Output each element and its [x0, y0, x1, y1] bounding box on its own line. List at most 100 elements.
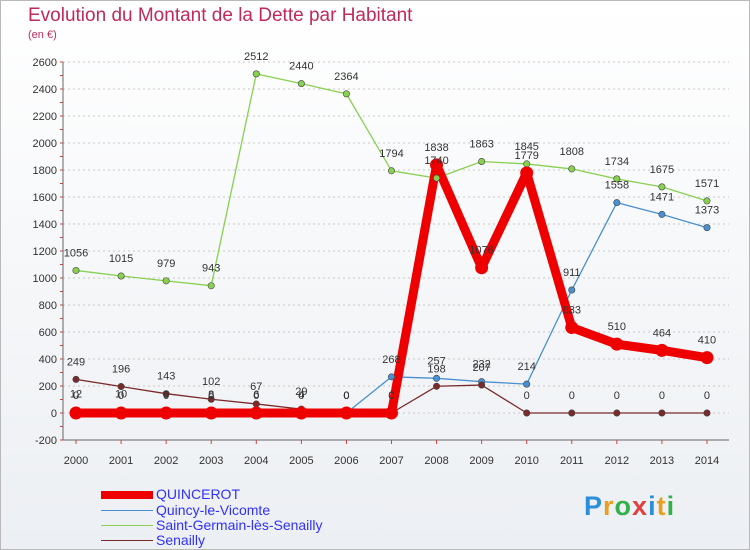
data-point: [613, 175, 621, 183]
x-tick-label: 2011: [560, 455, 584, 467]
y-tick-label: 0: [51, 408, 57, 420]
data-label: 2440: [289, 61, 313, 73]
data-point: [384, 406, 398, 420]
data-point: [568, 409, 576, 417]
data-label: 12: [70, 388, 82, 400]
data-label: 1571: [695, 178, 719, 190]
legend-label-senailly: Senailly: [156, 532, 206, 548]
data-label: 1675: [650, 164, 674, 176]
data-label: 410: [698, 335, 716, 347]
data-label: 0: [659, 390, 665, 402]
data-label: 464: [653, 327, 671, 339]
data-label: 1056: [64, 247, 88, 259]
data-point: [610, 337, 624, 351]
data-point: [478, 157, 486, 165]
data-label: 10: [115, 389, 127, 401]
data-label: 9: [163, 389, 169, 401]
x-tick-label: 2001: [109, 455, 133, 467]
data-label: 0: [253, 390, 259, 402]
data-label: 1808: [560, 146, 584, 158]
data-label: 8: [208, 389, 214, 401]
data-point: [433, 374, 441, 382]
data-point: [613, 409, 621, 417]
legend-label-quincy-le-vicomte: Quincy-le-Vicomte: [156, 502, 271, 518]
legend-label-quincerot: QUINCEROT: [156, 486, 240, 502]
data-label: 1558: [605, 180, 629, 192]
data-label: 0: [524, 390, 530, 402]
data-label: 0: [569, 390, 575, 402]
data-point: [249, 406, 263, 420]
data-label: 911: [563, 267, 581, 279]
proxiti-logo: Proxiti: [584, 491, 676, 521]
data-label: 29: [295, 386, 307, 398]
data-label: 1471: [650, 191, 674, 203]
data-point: [207, 395, 215, 403]
data-label: 0: [298, 390, 304, 402]
legend-swatch-quincerot: [101, 491, 153, 499]
data-label: 232: [472, 359, 490, 371]
data-label: 510: [608, 321, 626, 333]
x-tick-label: 2014: [695, 455, 719, 467]
data-point: [342, 90, 350, 98]
x-tick-label: 2010: [514, 455, 538, 467]
y-tick-label: 2400: [33, 84, 57, 96]
legend-swatch-senailly: [101, 540, 153, 541]
x-tick-label: 2004: [244, 455, 268, 467]
data-point: [655, 343, 669, 357]
data-label: 0: [388, 390, 394, 402]
data-point: [565, 321, 579, 335]
x-tick-label: 2000: [64, 455, 88, 467]
x-tick-label: 2006: [334, 455, 358, 467]
data-label: 633: [563, 305, 581, 317]
data-label: 0: [343, 390, 349, 402]
data-point: [387, 167, 395, 175]
data-point: [117, 272, 125, 280]
data-point: [658, 183, 666, 191]
data-label: 257: [427, 355, 445, 367]
data-label: 943: [202, 263, 220, 275]
data-point: [703, 224, 711, 232]
data-label: 0: [118, 390, 124, 402]
data-label: 4: [298, 389, 304, 401]
data-point: [117, 383, 125, 391]
y-tick-label: 1000: [33, 273, 57, 285]
data-label: 1794: [379, 148, 403, 160]
legend-label-saint-germain: Saint-Germain-lès-Senailly: [156, 517, 323, 533]
data-label: 1779: [514, 150, 538, 162]
data-label: 67: [250, 381, 262, 393]
y-tick-label: 800: [39, 300, 57, 312]
data-label: 0: [73, 390, 79, 402]
data-point: [162, 390, 170, 398]
data-point: [430, 158, 444, 172]
data-point: [252, 70, 260, 78]
data-label: 2364: [334, 71, 358, 83]
data-point: [204, 406, 218, 420]
y-tick-label: 200: [39, 381, 57, 393]
data-point: [523, 409, 531, 417]
x-tick-label: 2003: [199, 455, 223, 467]
unit-label: (en €): [28, 29, 57, 41]
y-tick-label: 1400: [33, 219, 57, 231]
x-tick-label: 2007: [379, 455, 403, 467]
data-label: 249: [67, 356, 85, 368]
data-label: 0: [343, 390, 349, 402]
data-point: [162, 277, 170, 285]
data-point: [568, 286, 576, 294]
data-label: 1373: [695, 205, 719, 217]
data-point: [703, 197, 711, 205]
data-label: 198: [427, 363, 445, 375]
x-tick-label: 2005: [289, 455, 313, 467]
y-tick-label: 1200: [33, 246, 57, 258]
data-label: 0: [388, 390, 394, 402]
y-tick-label: 400: [39, 354, 57, 366]
data-label: 0: [614, 390, 620, 402]
data-point: [658, 210, 666, 218]
data-point: [69, 406, 83, 420]
data-point: [703, 409, 711, 417]
y-tick-label: 1800: [33, 165, 57, 177]
data-label: 102: [202, 376, 220, 388]
x-tick-label: 2009: [469, 455, 493, 467]
data-point: [433, 382, 441, 390]
